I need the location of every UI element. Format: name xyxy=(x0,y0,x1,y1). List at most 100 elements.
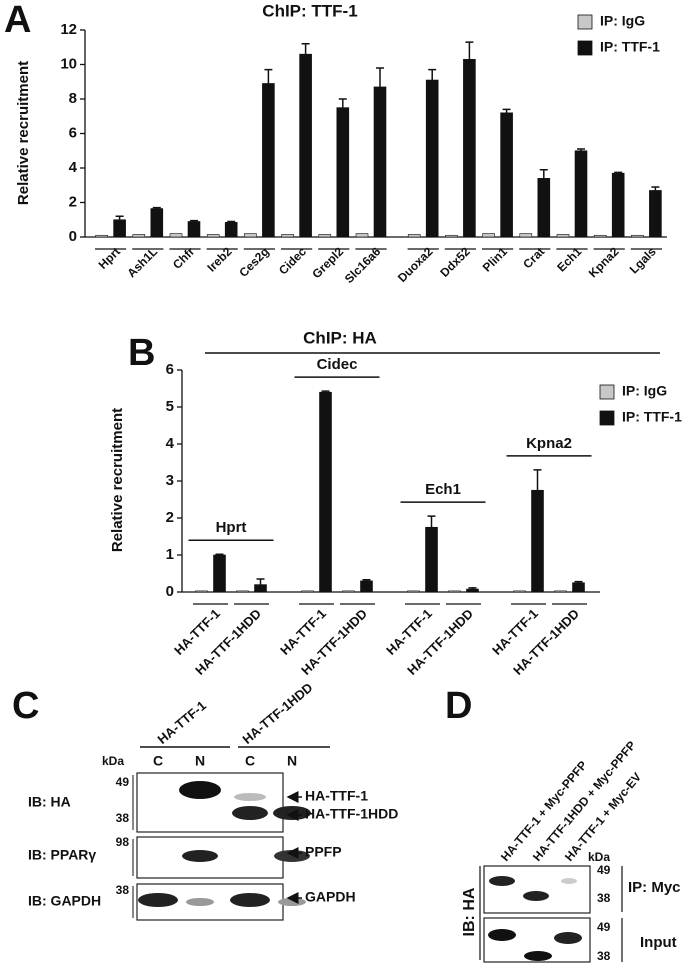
band-label: HA-TTF-1 xyxy=(305,788,368,804)
error-bar xyxy=(376,67,384,87)
x-tick-label: Slc16a6 xyxy=(342,244,384,286)
error-bar xyxy=(533,469,542,491)
marker: 38 xyxy=(597,949,611,963)
panel-letter: C xyxy=(12,685,39,727)
panel-d: D HA-TTF-1 + Myc-PPFP HA-TTF-1HDD + Myc-… xyxy=(445,685,681,963)
bar xyxy=(95,234,108,238)
error-bar xyxy=(338,98,347,108)
y-axis-label: Relative recruitment xyxy=(109,408,126,552)
x-tick-label: Ces2g xyxy=(236,244,271,279)
bar xyxy=(448,590,461,593)
lane-label: N xyxy=(195,753,205,769)
panel-c: C HA-TTF-1 HA-TTF-1HDD kDa C N C N 49 38… xyxy=(12,680,398,921)
x-tick-label: Kpna2 xyxy=(586,244,622,280)
band xyxy=(561,878,577,884)
panel-letter: D xyxy=(445,685,472,727)
band-label: HA-TTF-1HDD xyxy=(305,806,398,822)
panel-letter: A xyxy=(4,0,31,41)
kda-label: kDa xyxy=(102,754,124,768)
bar xyxy=(342,590,355,593)
group-label: Kpna2 xyxy=(526,435,572,452)
blot xyxy=(483,865,591,914)
bar xyxy=(206,234,220,238)
bar xyxy=(519,233,533,238)
bar xyxy=(463,59,476,238)
chart-title: ChIP: HA xyxy=(303,328,377,347)
error-bar xyxy=(115,215,124,220)
band xyxy=(554,932,582,944)
y-axis-label: Relative recruitment xyxy=(15,61,32,205)
blot xyxy=(483,917,591,963)
bar xyxy=(407,590,420,593)
legend-label: IP: IgG xyxy=(600,13,645,29)
marker: 49 xyxy=(597,920,611,934)
row-label: IB: GAPDH xyxy=(28,893,101,909)
bar xyxy=(631,234,644,238)
band-label: GAPDH xyxy=(305,889,356,905)
x-tick-label: Duoxa2 xyxy=(395,244,436,285)
kda-label: kDa xyxy=(588,850,610,864)
error-bar xyxy=(428,68,437,81)
bar xyxy=(318,234,332,238)
legend-swatch xyxy=(577,14,593,30)
bar xyxy=(195,590,208,593)
bar xyxy=(574,150,588,238)
bar xyxy=(466,588,479,593)
error-bar xyxy=(152,206,161,209)
bar xyxy=(373,86,387,238)
blot xyxy=(136,772,284,833)
band-label: PPFP xyxy=(305,844,342,860)
group-label: HA-TTF-1HDD xyxy=(239,680,315,747)
error-bar xyxy=(468,587,477,590)
bar xyxy=(355,233,369,238)
y-tick-label: 5 xyxy=(166,398,174,415)
y-tick-label: 4 xyxy=(166,435,175,452)
error-bar xyxy=(614,171,623,174)
legend-swatch xyxy=(599,384,615,400)
error-bar xyxy=(427,515,436,528)
y-tick-label: 0 xyxy=(69,228,77,245)
bar xyxy=(150,208,164,238)
error-bar xyxy=(362,579,371,581)
band xyxy=(182,850,218,862)
marker: 98 xyxy=(116,835,130,849)
bar xyxy=(262,83,275,238)
bar xyxy=(537,178,551,238)
band xyxy=(488,929,516,941)
bar xyxy=(213,554,226,593)
bar xyxy=(425,526,438,593)
error-bar xyxy=(539,168,548,179)
y-tick-label: 12 xyxy=(60,21,77,38)
bar xyxy=(301,590,314,593)
error-bar xyxy=(190,219,198,222)
legend-label: IP: TTF-1 xyxy=(622,409,682,425)
x-tick-label: Chfr xyxy=(170,244,198,272)
bar xyxy=(531,489,544,593)
bar xyxy=(319,391,332,593)
x-tick-label: Ash1L xyxy=(124,244,160,280)
bar xyxy=(169,233,183,238)
row-label: IB: PPARγ xyxy=(28,847,96,863)
y-tick-label: 1 xyxy=(166,546,174,563)
error-bar xyxy=(577,148,585,151)
legend-label: IP: IgG xyxy=(622,383,667,399)
bar xyxy=(224,222,238,238)
panel-letter: B xyxy=(128,332,155,374)
bar xyxy=(299,53,312,238)
bar xyxy=(254,584,267,593)
legend-swatch xyxy=(577,40,593,56)
lane-label: C xyxy=(153,753,163,769)
lane-label: C xyxy=(245,753,255,769)
chart-title: ChIP: TTF-1 xyxy=(262,1,357,20)
bar xyxy=(244,233,257,238)
bar xyxy=(445,234,458,238)
group-label: HA-TTF-1 xyxy=(154,698,208,747)
error-bar xyxy=(227,220,236,223)
y-tick-label: 6 xyxy=(69,124,77,141)
row-label: Input xyxy=(640,934,677,951)
group-label: Hprt xyxy=(216,519,247,536)
bar xyxy=(611,172,625,238)
band xyxy=(230,893,270,907)
y-tick-label: 3 xyxy=(166,472,174,489)
